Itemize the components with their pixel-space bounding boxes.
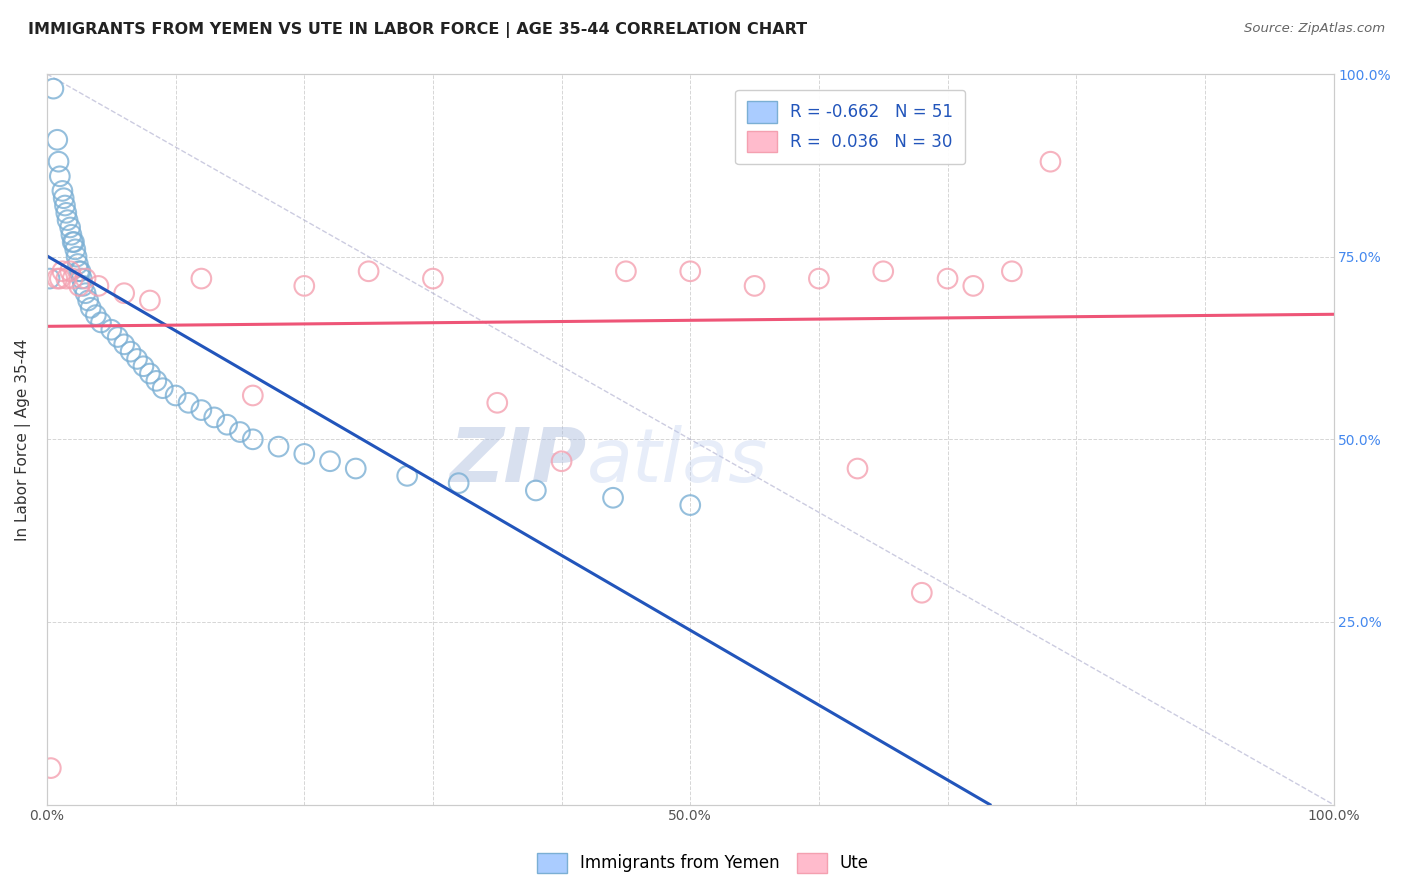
Point bbox=[65, 250, 87, 264]
Point bbox=[72, 279, 94, 293]
Point bbox=[679, 498, 702, 512]
Point bbox=[63, 235, 86, 249]
Point bbox=[165, 388, 187, 402]
Point bbox=[872, 264, 894, 278]
Legend: R = -0.662   N = 51, R =  0.036   N = 30: R = -0.662 N = 51, R = 0.036 N = 30 bbox=[735, 90, 965, 164]
Point bbox=[125, 351, 148, 366]
Point bbox=[242, 388, 264, 402]
Point bbox=[292, 279, 315, 293]
Point bbox=[66, 257, 89, 271]
Point bbox=[46, 133, 69, 147]
Point bbox=[357, 264, 380, 278]
Point bbox=[59, 220, 82, 235]
Point bbox=[51, 264, 73, 278]
Point bbox=[49, 169, 72, 184]
Point bbox=[217, 417, 239, 432]
Y-axis label: In Labor Force | Age 35-44: In Labor Force | Age 35-44 bbox=[15, 338, 31, 541]
Point bbox=[524, 483, 547, 498]
Text: IMMIGRANTS FROM YEMEN VS UTE IN LABOR FORCE | AGE 35-44 CORRELATION CHART: IMMIGRANTS FROM YEMEN VS UTE IN LABOR FO… bbox=[28, 22, 807, 38]
Point bbox=[190, 271, 212, 285]
Point bbox=[550, 454, 572, 468]
Point bbox=[62, 271, 84, 285]
Text: Source: ZipAtlas.com: Source: ZipAtlas.com bbox=[1244, 22, 1385, 36]
Point bbox=[602, 491, 624, 505]
Point bbox=[107, 330, 129, 344]
Point bbox=[67, 264, 90, 278]
Point bbox=[75, 286, 97, 301]
Point bbox=[49, 271, 72, 285]
Point bbox=[80, 301, 103, 315]
Point bbox=[65, 243, 87, 257]
Point bbox=[51, 184, 73, 198]
Point bbox=[267, 440, 290, 454]
Point bbox=[911, 586, 934, 600]
Text: atlas: atlas bbox=[588, 425, 769, 497]
Point bbox=[38, 271, 60, 285]
Point bbox=[75, 271, 97, 285]
Point bbox=[112, 337, 135, 351]
Text: ZIP: ZIP bbox=[450, 425, 588, 498]
Point bbox=[177, 396, 200, 410]
Point bbox=[120, 344, 142, 359]
Point bbox=[229, 425, 252, 439]
Point bbox=[152, 381, 174, 395]
Point bbox=[84, 308, 107, 322]
Point bbox=[190, 403, 212, 417]
Point bbox=[55, 206, 77, 220]
Point bbox=[52, 191, 75, 205]
Point bbox=[614, 264, 637, 278]
Point bbox=[100, 323, 122, 337]
Point bbox=[396, 468, 419, 483]
Point bbox=[145, 374, 167, 388]
Point bbox=[202, 410, 225, 425]
Point bbox=[447, 476, 470, 491]
Point bbox=[1001, 264, 1024, 278]
Point bbox=[77, 293, 100, 308]
Point bbox=[962, 279, 984, 293]
Point bbox=[55, 271, 77, 285]
Legend: Immigrants from Yemen, Ute: Immigrants from Yemen, Ute bbox=[530, 847, 876, 880]
Point bbox=[486, 396, 509, 410]
Point bbox=[69, 264, 91, 278]
Point bbox=[48, 154, 70, 169]
Point bbox=[936, 271, 959, 285]
Point bbox=[139, 367, 162, 381]
Point bbox=[679, 264, 702, 278]
Point bbox=[67, 279, 90, 293]
Point bbox=[62, 235, 84, 249]
Point bbox=[846, 461, 869, 475]
Point bbox=[319, 454, 342, 468]
Point bbox=[139, 293, 162, 308]
Point bbox=[39, 761, 62, 775]
Point bbox=[60, 227, 83, 242]
Point bbox=[1039, 154, 1062, 169]
Point bbox=[242, 433, 264, 447]
Point bbox=[70, 271, 93, 285]
Point bbox=[422, 271, 444, 285]
Point bbox=[59, 264, 82, 278]
Point bbox=[90, 315, 112, 329]
Point bbox=[344, 461, 367, 475]
Point bbox=[53, 198, 76, 212]
Point bbox=[42, 81, 65, 95]
Point bbox=[132, 359, 155, 374]
Point bbox=[46, 271, 69, 285]
Point bbox=[112, 286, 135, 301]
Point bbox=[807, 271, 830, 285]
Point bbox=[744, 279, 766, 293]
Point bbox=[292, 447, 315, 461]
Point bbox=[87, 279, 110, 293]
Point bbox=[56, 213, 79, 227]
